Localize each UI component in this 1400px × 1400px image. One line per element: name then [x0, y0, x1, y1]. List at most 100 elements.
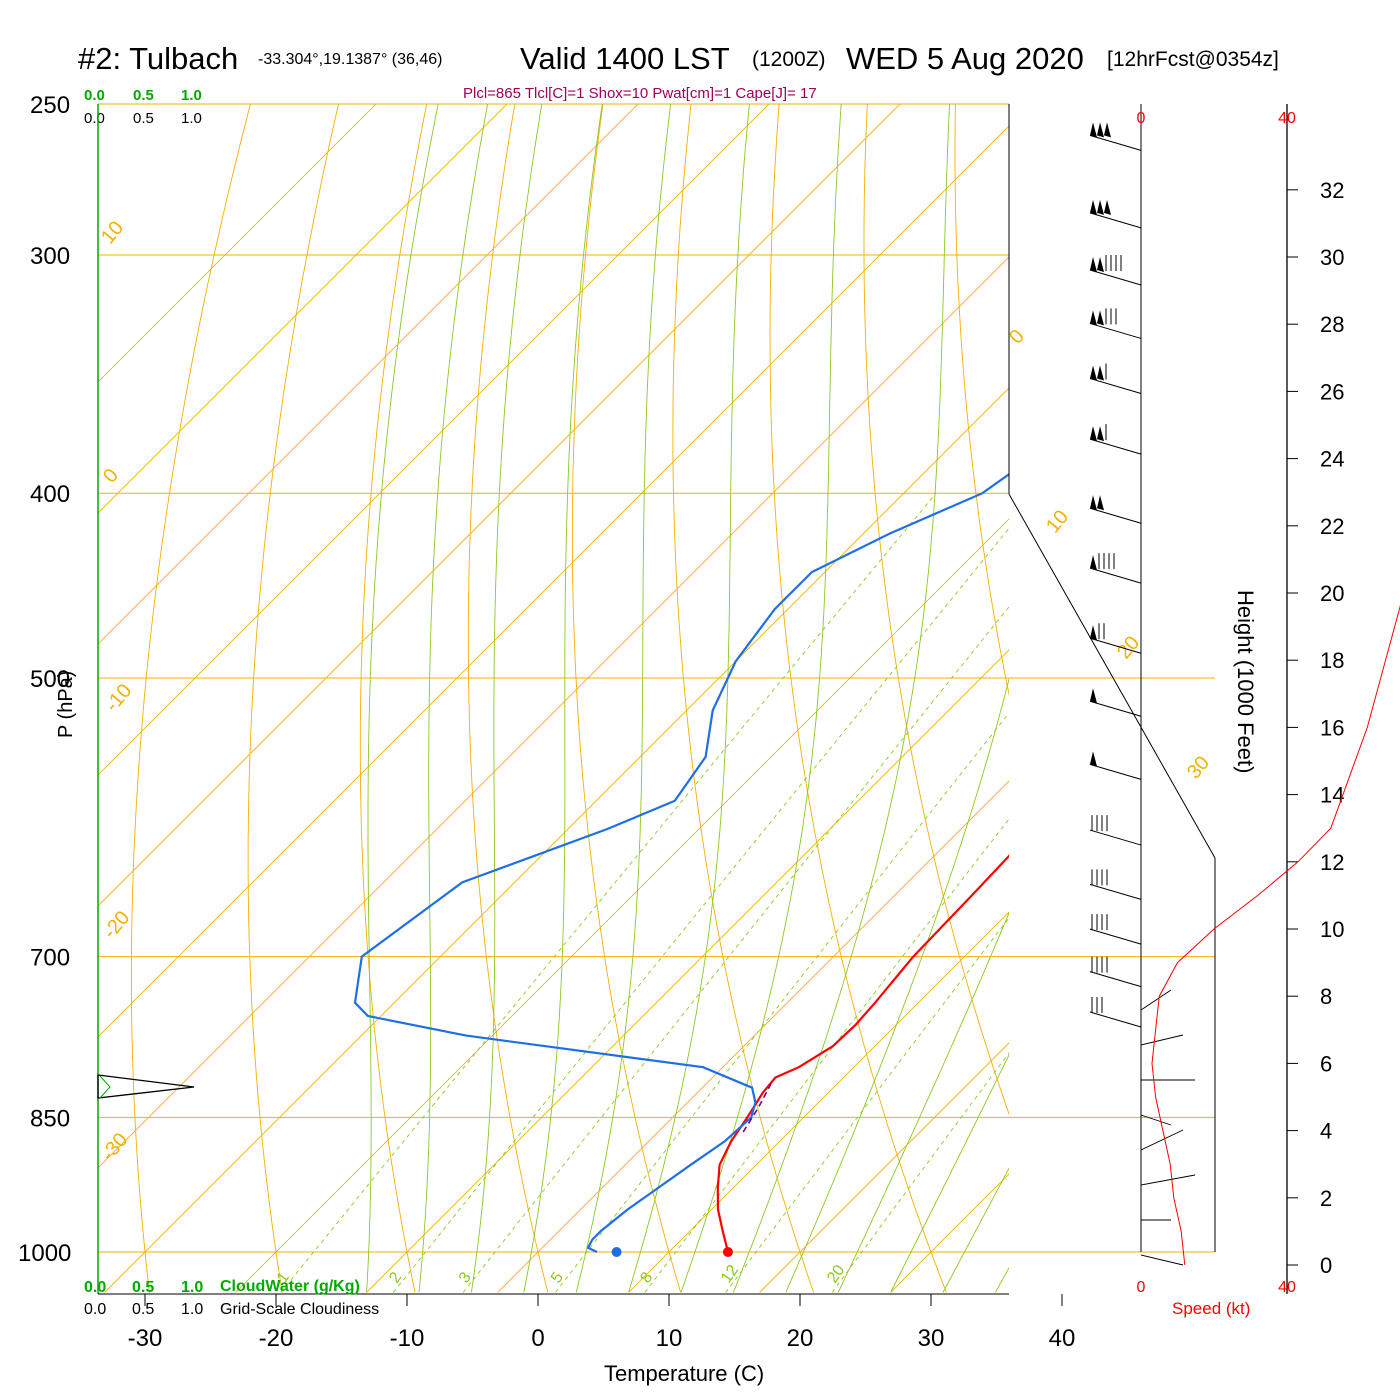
moist-adiabat — [837, 911, 1009, 1293]
height-tick-label: 22 — [1320, 514, 1344, 539]
wind-barb-low — [1140, 989, 1172, 1011]
surface-dewpoint-dot — [611, 1247, 622, 1257]
cl-tick-2: 1.0 — [181, 110, 202, 127]
mixing-ratio-line — [555, 712, 1009, 1293]
wind-barb-staff — [1089, 1011, 1142, 1028]
height-tick-label: 24 — [1320, 447, 1344, 472]
dry-adiabat — [1130, 70, 1400, 1292]
pressure-tick-label: 300 — [30, 243, 70, 270]
station-coords: -33.304°,19.1387° (36,46) — [258, 51, 442, 68]
temp-tick-label: -30 — [128, 1325, 163, 1352]
wind-barb-flag — [1097, 199, 1104, 215]
isotherm — [235, 518, 1009, 1293]
dry-adiabat — [863, 104, 1009, 1116]
wind-barb-staff — [1089, 763, 1142, 780]
cw-tick-1: 0.5 — [133, 87, 154, 104]
cloudiness-label: Grid-Scale Cloudiness — [220, 1301, 379, 1318]
speed-axis-label: Speed (kt) — [1172, 1299, 1250, 1318]
adiabat-label: -20 — [99, 907, 134, 943]
wind-barb-flag — [1097, 426, 1104, 442]
height-axis-label: Height (1000 Feet) — [1233, 590, 1258, 773]
dry-adiabat — [1305, 70, 1400, 1292]
wind-barb-staff — [1089, 567, 1142, 584]
dry-adiabat — [359, 104, 428, 1293]
wind-barb-staff — [1089, 212, 1142, 229]
surface-temperature-dot — [722, 1247, 733, 1257]
cl-tick-1: 0.5 — [133, 110, 154, 127]
adiabat-label: -10 — [101, 680, 136, 716]
adiabat-label: 20 — [1113, 632, 1144, 663]
mixing-ratio-line — [462, 606, 1009, 1293]
dry-adiabat — [954, 104, 1009, 697]
isotherm — [98, 104, 901, 907]
temp-tick-label: 20 — [787, 1325, 814, 1352]
cloudwater-scale-bottom: 0.0 0.5 1.0 CloudWater (g/Kg) — [84, 1278, 360, 1296]
dry-adiabat — [1043, 70, 1345, 1292]
temp-tick-label: -10 — [390, 1325, 425, 1352]
isotherm — [366, 649, 1009, 1293]
isotherm — [497, 780, 1009, 1293]
mixing-ratio-label: 20 — [824, 1262, 848, 1286]
height-tick-label: 26 — [1320, 379, 1344, 404]
temp-tick-label: 0 — [531, 1325, 544, 1352]
height-tick-label: 30 — [1320, 245, 1344, 270]
sounding-profiles — [353, 472, 1009, 1257]
wind-barb-flag — [1090, 256, 1097, 272]
height-tick-label: 16 — [1320, 715, 1344, 740]
wind-barb-flag — [1097, 365, 1104, 381]
wind-barb-staff — [1089, 134, 1142, 151]
thermo-background — [98, 70, 1400, 1293]
x-axis-label: Temperature (C) — [604, 1361, 764, 1386]
dry-adiabat — [672, 104, 815, 1293]
isotherm — [1153, 70, 1400, 1292]
moist-adiabat — [575, 104, 672, 1293]
height-tick-label: 18 — [1320, 648, 1344, 673]
moist-adiabat — [470, 104, 543, 1293]
wind-barb-staff — [1089, 928, 1142, 945]
height-tick-label: 4 — [1320, 1119, 1332, 1144]
cloudiness-marker — [97, 1074, 195, 1099]
cloudiness-scale-bottom: 0.0 0.5 1.0 Grid-Scale Cloudiness — [84, 1301, 379, 1318]
clb-tick-1: 0.5 — [132, 1301, 154, 1318]
mixing-ratio-label: 12 — [718, 1262, 742, 1286]
wind-barb-staff — [1089, 269, 1142, 286]
dry-adiabat — [769, 104, 947, 1293]
wind-barb-flag — [1090, 122, 1097, 138]
height-tick-label: 8 — [1320, 984, 1332, 1009]
isotherm — [628, 911, 1009, 1293]
wind-barb-flag — [1090, 310, 1097, 326]
mixing-ratio-label: 8 — [637, 1269, 656, 1286]
wind-barb-staff — [1089, 438, 1142, 455]
height-tick-label: 20 — [1320, 581, 1344, 606]
pressure-axis: 250 300 400 500 700 850 1000 — [18, 92, 71, 1267]
wind-barb-staff — [1089, 883, 1142, 900]
wind-barb-flag — [1090, 426, 1097, 442]
adiabat-label: 30 — [1183, 752, 1214, 783]
speed-axis: 0040408080120120 — [1137, 110, 1296, 1296]
speed-profile — [1151, 605, 1400, 1266]
temperature-line — [716, 854, 1009, 1253]
isotherm — [98, 256, 1009, 1169]
isotherm — [98, 104, 639, 645]
plot-diagonal-edge — [1008, 493, 1216, 859]
height-tick-label: 10 — [1320, 917, 1344, 942]
wind-barb-flag — [1104, 199, 1111, 215]
dry-adiabat — [247, 104, 339, 1293]
pressure-tick-label: 700 — [30, 945, 70, 972]
height-tick-label: 0 — [1320, 1253, 1332, 1278]
cloudiness-scale-top: 0.0 0.5 1.0 — [84, 110, 202, 127]
speed-tick-label-bottom: 0 — [1137, 1279, 1146, 1296]
valid-time: Valid 1400 LST — [520, 41, 730, 76]
wind-barb-flag — [1097, 122, 1104, 138]
adiabat-label: -30 — [97, 1129, 132, 1165]
mixing-ratio-label: 2 — [386, 1269, 405, 1286]
dewpoint-line — [353, 472, 1009, 1253]
adiabat-label: 10 — [1042, 506, 1073, 537]
utc-time: (1200Z) — [752, 48, 826, 71]
mixing-ratio-line — [725, 917, 1009, 1293]
wind-barb-flag — [1090, 688, 1097, 704]
height-tick-label: 28 — [1320, 312, 1344, 337]
mixing-ratio-line — [280, 492, 937, 1293]
cloudwater-scale-top: 0.0 0.5 1.0 — [84, 87, 202, 104]
